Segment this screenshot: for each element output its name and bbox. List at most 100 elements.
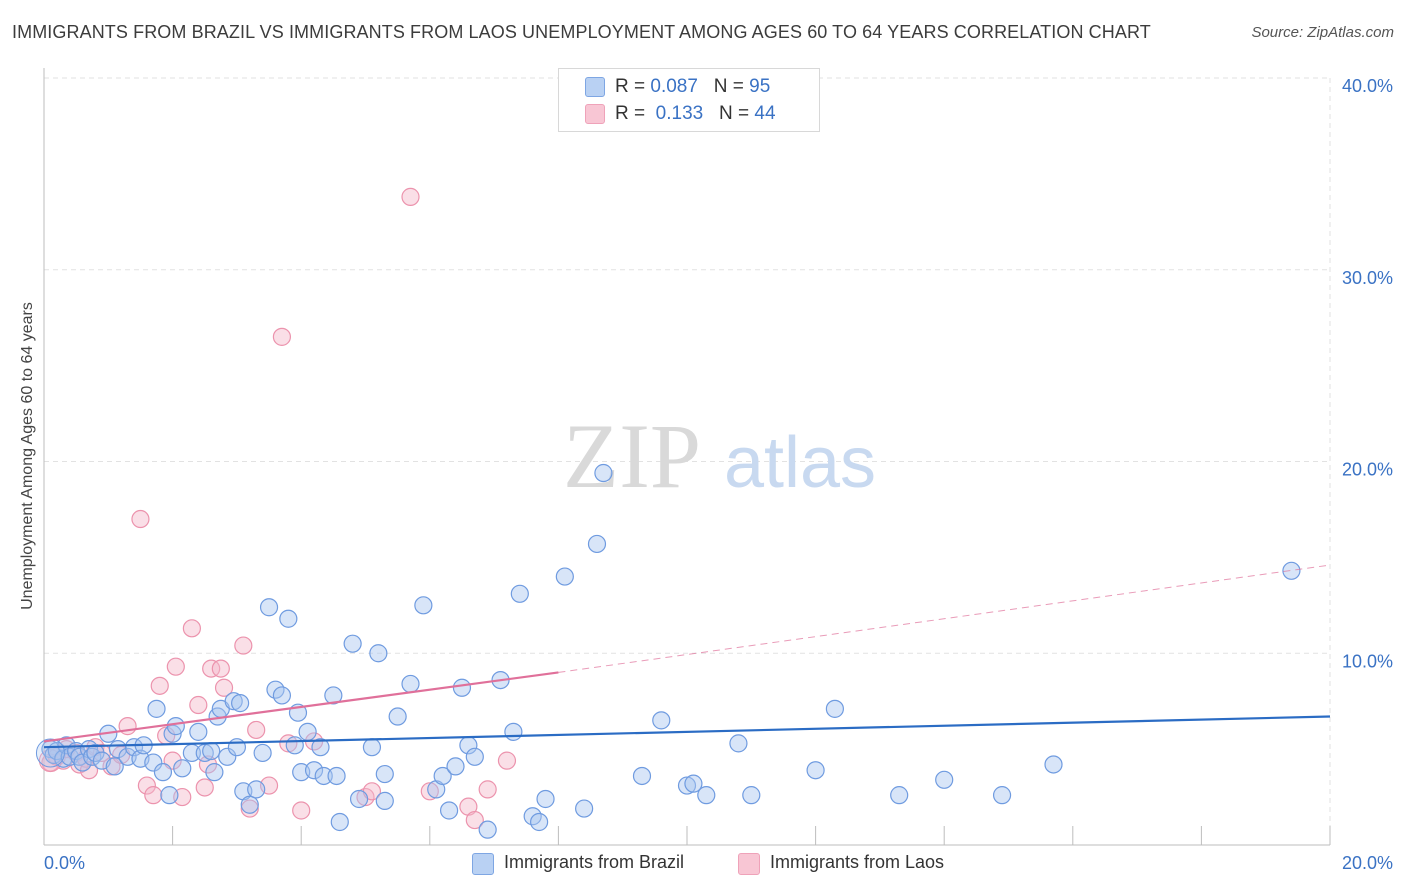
brazil-point: [452, 678, 472, 697]
legend-r-brazil: 0.087: [650, 76, 698, 97]
bottom-legend-label-laos: Immigrants from Laos: [770, 852, 945, 872]
laos-point: [202, 659, 221, 678]
brazil-point: [806, 761, 825, 780]
watermark: ZIP atlas: [563, 405, 876, 507]
legend-r-laos: 0.133: [655, 103, 704, 124]
y-tick-label-10: 10.0%: [1342, 651, 1393, 671]
brazil-point: [218, 747, 237, 766]
legend-n-laos: 44: [754, 103, 776, 124]
brazil-trend-line: [43, 715, 1331, 749]
brazil-point: [388, 707, 407, 726]
brazil-point: [298, 722, 317, 741]
brazil-point: [742, 786, 761, 805]
brazil-point: [575, 799, 594, 818]
laos-point: [240, 799, 259, 818]
y-tick-label-20: 20.0%: [1342, 460, 1393, 480]
bottom-legend-swatch-laos: [738, 853, 760, 875]
chart-title: IMMIGRANTS FROM BRAZIL VS IMMIGRANTS FRO…: [12, 22, 1151, 42]
brazil-point: [1044, 755, 1063, 774]
brazil-point: [433, 766, 452, 786]
laos-point: [247, 720, 266, 740]
watermark-zip: ZIP: [563, 405, 701, 507]
laos-point: [144, 786, 163, 805]
brazil-point: [935, 770, 954, 789]
brazil-point: [684, 774, 703, 793]
laos-point: [137, 776, 156, 795]
legend-text-brazil: R = 0.087 N = 95: [615, 76, 771, 97]
brazil-point: [555, 567, 574, 586]
axes: [43, 68, 1331, 846]
brazil-point: [375, 791, 394, 810]
brazil-point: [272, 686, 292, 705]
brazil-point: [369, 644, 388, 663]
laos-point: [279, 734, 298, 753]
legend-swatch-brazil: [585, 77, 605, 97]
brazil-point: [189, 722, 208, 741]
legend-swatch-laos: [585, 104, 605, 124]
brazil-point: [259, 598, 279, 617]
brazil-point: [439, 801, 459, 820]
brazil-point: [224, 692, 243, 711]
tick-labels: 10.0% 20.0% 30.0% 40.0% 0.0% 20.0%: [44, 76, 1393, 873]
laos-point: [401, 187, 420, 206]
laos-point: [497, 751, 517, 770]
y-axis-label: Unemployment Among Ages 60 to 64 years: [19, 302, 36, 610]
brazil-point: [465, 747, 484, 766]
brazil-point: [105, 757, 124, 776]
brazil-point: [992, 786, 1012, 805]
source-label: Source: ZipAtlas.com: [1251, 24, 1394, 41]
brazil-point: [144, 753, 163, 772]
brazil-point: [205, 763, 224, 782]
legend-n-brazil: 95: [749, 76, 771, 97]
brazil-point: [729, 734, 748, 753]
brazil-point: [401, 674, 420, 694]
trend-lines: [43, 564, 1331, 749]
brazil-point: [478, 820, 497, 839]
brazil-point: [285, 736, 304, 755]
laos-point: [465, 810, 484, 830]
brazil-point-cluster: [35, 738, 65, 768]
laos-point: [189, 695, 208, 715]
laos-point: [420, 782, 439, 801]
brazil-point: [697, 786, 716, 805]
legend-text-laos: R = 0.133 N = 44: [615, 103, 776, 124]
brazil-point: [825, 699, 844, 718]
brazil-point: [314, 766, 333, 786]
y-tick-label-30: 30.0%: [1342, 268, 1393, 288]
brazil-point: [362, 738, 382, 757]
brazil-point: [677, 776, 697, 795]
brazil-point: [311, 738, 330, 757]
laos-trend-extension: [558, 564, 1331, 673]
brazil-point: [632, 766, 652, 786]
brazil-point: [510, 584, 529, 603]
brazil-point: [231, 694, 250, 713]
laos-point: [166, 657, 185, 676]
brazil-point: [202, 741, 221, 761]
brazil-point: [247, 780, 266, 799]
laos-point: [150, 676, 169, 695]
laos-point: [272, 327, 292, 346]
brazil-point: [227, 738, 246, 757]
brazil-point: [324, 686, 343, 705]
brazil-point: [343, 634, 362, 653]
brazil-point: [1282, 561, 1301, 580]
laos-point: [478, 780, 497, 799]
laos-point: [211, 659, 230, 678]
brazil-point: [327, 766, 346, 786]
brazil-point: [349, 789, 369, 809]
x-tick-label-max: 20.0%: [1342, 853, 1393, 873]
laos-point: [214, 678, 234, 697]
brazil-point: [240, 795, 259, 814]
y-tick-label-40: 40.0%: [1342, 76, 1393, 96]
laos-point: [182, 619, 201, 638]
brazil-point: [890, 786, 909, 805]
brazil-point: [57, 736, 76, 755]
brazil-point: [330, 812, 349, 832]
laos-point: [292, 801, 311, 820]
correlation-legend: R = 0.087 N = 95 R = 0.133 N = 44: [558, 68, 820, 132]
brazil-point: [652, 711, 671, 730]
brazil-point: [160, 786, 179, 805]
laos-point: [234, 636, 253, 655]
brazil-point: [375, 764, 394, 784]
